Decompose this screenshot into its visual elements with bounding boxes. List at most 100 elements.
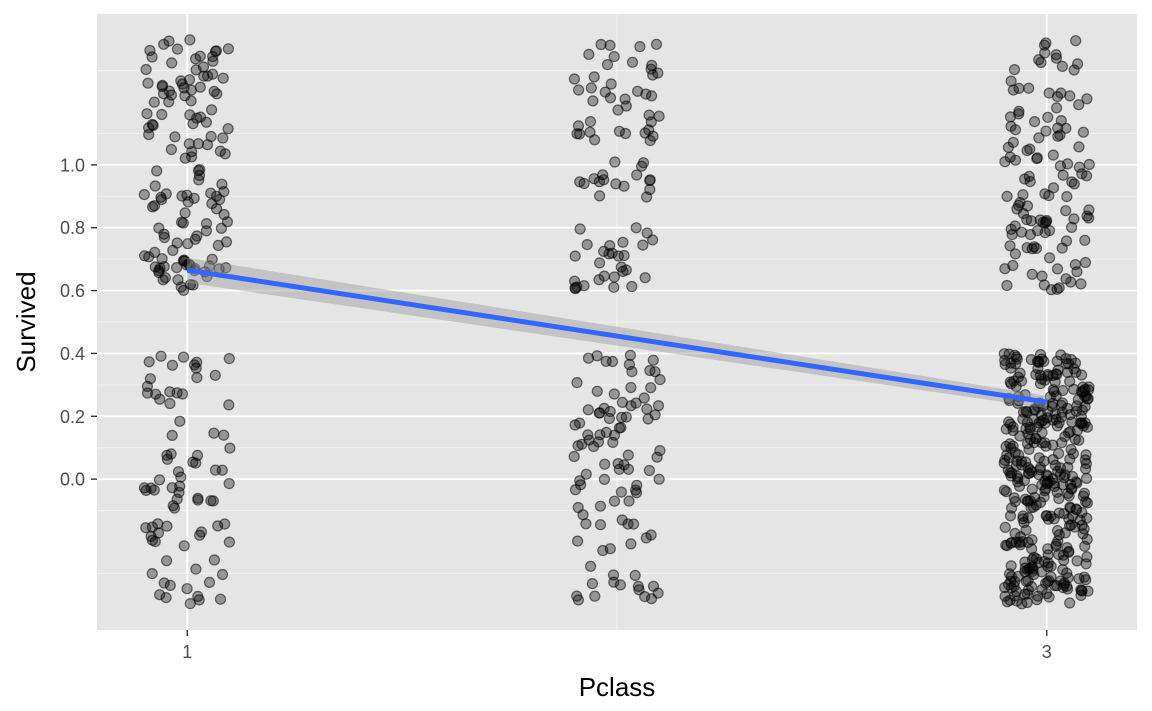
data-point bbox=[192, 590, 204, 603]
data-point bbox=[161, 453, 173, 465]
data-point bbox=[1051, 90, 1064, 103]
regression-line bbox=[186, 267, 1048, 405]
data-point bbox=[1007, 259, 1019, 272]
data-point bbox=[591, 350, 603, 362]
data-point bbox=[622, 518, 634, 530]
data-point bbox=[638, 392, 650, 404]
data-point bbox=[1079, 256, 1092, 269]
data-point bbox=[141, 387, 154, 399]
data-point bbox=[1068, 64, 1080, 76]
data-point bbox=[1048, 480, 1061, 492]
data-point bbox=[158, 261, 170, 273]
data-point bbox=[167, 244, 179, 256]
data-point bbox=[1064, 597, 1076, 609]
data-point bbox=[206, 104, 218, 116]
data-point bbox=[999, 521, 1011, 534]
data-point bbox=[211, 88, 223, 100]
data-point bbox=[1077, 490, 1090, 502]
data-point bbox=[176, 388, 189, 400]
data-point bbox=[1079, 383, 1091, 395]
data-point bbox=[593, 190, 606, 202]
data-point bbox=[1059, 469, 1071, 481]
data-point bbox=[175, 471, 187, 483]
data-point bbox=[144, 373, 156, 385]
data-point bbox=[1050, 102, 1063, 114]
data-point bbox=[1005, 378, 1017, 390]
data-point bbox=[179, 255, 191, 267]
data-point bbox=[207, 495, 219, 507]
data-point bbox=[218, 186, 230, 198]
data-point bbox=[618, 459, 630, 471]
data-point bbox=[649, 409, 661, 421]
data-point bbox=[615, 486, 628, 498]
data-point bbox=[1073, 141, 1085, 153]
data-point bbox=[192, 494, 204, 506]
data-point bbox=[1068, 363, 1080, 375]
data-point bbox=[615, 422, 627, 434]
data-point bbox=[1010, 536, 1022, 548]
data-point bbox=[208, 554, 220, 566]
data-point bbox=[1054, 129, 1066, 141]
data-point bbox=[1031, 594, 1043, 606]
data-point bbox=[645, 382, 657, 394]
data-point bbox=[609, 156, 621, 168]
data-point bbox=[998, 484, 1011, 496]
data-point bbox=[652, 400, 665, 412]
data-point bbox=[174, 415, 186, 427]
data-point bbox=[643, 109, 655, 121]
data-point bbox=[1066, 483, 1078, 495]
data-point bbox=[1062, 572, 1074, 584]
data-point bbox=[217, 132, 229, 144]
data-point bbox=[589, 590, 601, 602]
data-point bbox=[171, 493, 183, 505]
data-point bbox=[1022, 495, 1034, 507]
data-point bbox=[1030, 369, 1042, 381]
data-point bbox=[151, 165, 163, 177]
data-point bbox=[1046, 401, 1058, 413]
data-point bbox=[644, 175, 656, 187]
data-point bbox=[1009, 349, 1021, 361]
data-point bbox=[604, 39, 616, 52]
data-point bbox=[591, 385, 603, 397]
data-point bbox=[143, 356, 155, 368]
data-point bbox=[177, 351, 190, 363]
x-tick-label: 1 bbox=[182, 642, 192, 662]
data-point bbox=[580, 518, 592, 530]
data-point bbox=[1073, 99, 1085, 111]
data-point bbox=[188, 359, 201, 371]
data-point bbox=[1043, 252, 1056, 264]
data-point bbox=[1013, 108, 1025, 120]
data-point bbox=[631, 85, 644, 97]
data-point bbox=[639, 272, 651, 284]
data-point bbox=[214, 593, 227, 605]
data-point bbox=[154, 393, 166, 405]
data-point bbox=[1054, 160, 1067, 172]
data-point bbox=[1039, 374, 1051, 386]
data-point bbox=[608, 495, 621, 507]
y-axis-title: Survived bbox=[11, 271, 41, 372]
data-point bbox=[143, 251, 155, 263]
data-point bbox=[140, 484, 152, 496]
data-point bbox=[1060, 205, 1072, 217]
data-point bbox=[209, 369, 221, 381]
data-point bbox=[1076, 168, 1088, 180]
data-point bbox=[1008, 492, 1020, 504]
data-point bbox=[1071, 555, 1083, 567]
data-point bbox=[598, 473, 611, 485]
data-point bbox=[1026, 243, 1038, 255]
data-point bbox=[155, 350, 167, 362]
data-point bbox=[1000, 539, 1012, 551]
data-point bbox=[1017, 208, 1030, 220]
data-point bbox=[623, 358, 636, 371]
data-point bbox=[625, 538, 637, 550]
data-point bbox=[1028, 115, 1041, 128]
data-point bbox=[1009, 124, 1022, 136]
data-point bbox=[183, 74, 196, 86]
y-tick-label: 0.0 bbox=[60, 470, 85, 490]
data-point bbox=[1040, 125, 1052, 137]
data-point bbox=[634, 40, 646, 53]
data-point bbox=[1056, 60, 1069, 73]
data-point bbox=[605, 78, 617, 90]
data-point bbox=[171, 43, 184, 55]
data-point bbox=[149, 180, 161, 192]
